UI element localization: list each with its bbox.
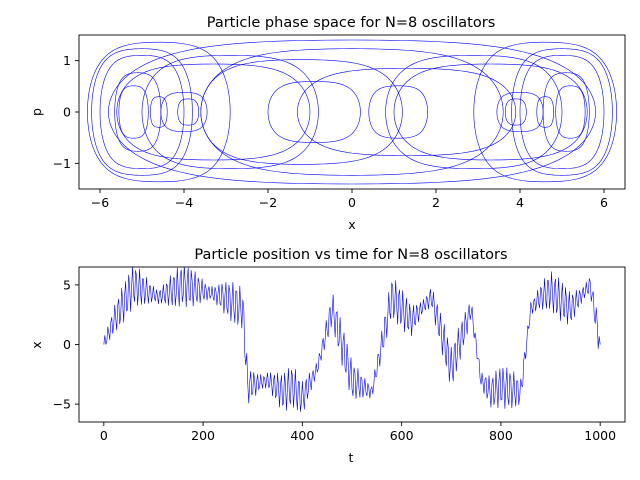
phase-orbit-line	[504, 98, 527, 126]
position-time-ylabel: x	[29, 341, 44, 348]
position-time-title: Particle position vs time for N=8 oscill…	[194, 247, 507, 263]
phase-orbit-line	[297, 68, 517, 156]
xtick-label: 600	[390, 428, 414, 443]
phase-space-plot-area	[87, 39, 617, 185]
phase-orbit-line	[555, 85, 586, 139]
phase-orbit-line	[368, 85, 428, 139]
phase-orbit-line	[116, 63, 311, 161]
xtick-label: 800	[489, 428, 513, 443]
phase-orbit-line	[473, 41, 617, 183]
ytick-label: 0	[63, 105, 71, 120]
xtick-label: 200	[191, 428, 215, 443]
phase-orbit-line	[160, 92, 208, 132]
phase-orbit-line	[536, 96, 554, 128]
phase-orbit-line	[87, 41, 231, 183]
phase-space-ylabel: p	[29, 108, 44, 116]
phase-space-ticks: −6 −4 −2 0 2 4 6 1 0 −1	[53, 53, 608, 210]
xtick-label: 0	[100, 428, 108, 443]
phase-orbit-line	[519, 54, 605, 170]
phase-orbit-line	[200, 59, 403, 165]
xtick-label: −2	[259, 195, 277, 210]
phase-space-title: Particle phase space for N=8 oscillators	[207, 15, 496, 31]
phase-space-xlabel: x	[348, 217, 355, 232]
xtick-label: 400	[290, 428, 314, 443]
phase-orbit-line	[91, 48, 193, 176]
xtick-label: 2	[432, 195, 440, 210]
position-time-ticks: 0 200 400 600 800 1000 5 0 −5	[53, 277, 617, 443]
xtick-label: 4	[516, 195, 524, 210]
position-time-axes: Particle position vs time for N=8 oscill…	[29, 247, 626, 465]
position-time-plot-area	[103, 267, 601, 412]
phase-orbit-line	[496, 92, 544, 132]
ytick-label: 1	[63, 53, 71, 68]
ytick-label: 0	[63, 337, 71, 352]
phase-orbit-line	[118, 85, 149, 139]
phase-orbit-line	[511, 48, 613, 176]
xtick-label: 6	[600, 195, 608, 210]
phase-orbit-line	[141, 54, 319, 170]
phase-orbit-line	[114, 72, 162, 152]
ytick-label: −5	[53, 397, 71, 412]
ytick-label: 5	[63, 277, 71, 292]
phase-orbit-line	[150, 96, 168, 128]
xtick-label: 1000	[584, 428, 616, 443]
xtick-label: 0	[348, 195, 356, 210]
position-time-xlabel: t	[349, 450, 354, 465]
phase-orbit-line	[108, 39, 596, 185]
phase-orbit-line	[177, 98, 199, 126]
xtick-label: −6	[91, 195, 109, 210]
phase-orbit-line	[385, 54, 563, 170]
phase-orbit-line	[393, 63, 588, 161]
phase-orbit-line	[267, 81, 361, 143]
xtick-label: −4	[175, 195, 193, 210]
position-time-line	[103, 267, 601, 412]
ytick-label: −1	[53, 156, 71, 171]
phase-orbit-line	[99, 54, 185, 170]
phase-space-axes: Particle phase space for N=8 oscillators…	[29, 15, 626, 232]
